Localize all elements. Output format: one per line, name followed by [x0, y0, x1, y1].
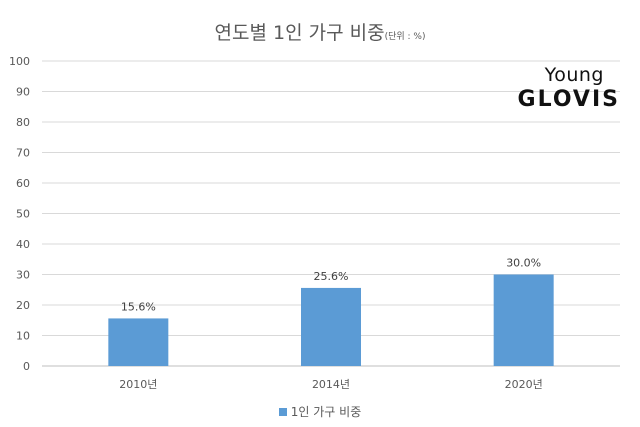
- y-tick-label: 100: [9, 55, 30, 68]
- brand-logo-line1: Young: [544, 64, 604, 86]
- y-tick-label: 90: [16, 86, 30, 99]
- y-tick-label: 80: [16, 116, 30, 129]
- data-label: 30.0%: [506, 257, 541, 270]
- chart-unit: (단위 : %): [384, 32, 426, 42]
- chart-title: 연도별 1인 가구 비중(단위 : %): [0, 18, 640, 45]
- x-tick-label: 2010년: [119, 378, 157, 391]
- bar: [493, 274, 554, 366]
- y-tick-label: 40: [16, 238, 30, 251]
- data-label: 25.6%: [314, 270, 349, 283]
- data-label: 15.6%: [121, 300, 156, 313]
- x-tick-label: 2020년: [505, 378, 543, 391]
- legend-label: 1인 가구 비중: [290, 405, 362, 419]
- y-tick-label: 10: [16, 330, 30, 343]
- y-tick-label: 60: [16, 177, 30, 190]
- y-tick-label: 30: [16, 269, 30, 282]
- bar: [108, 318, 169, 366]
- y-tick-label: 70: [16, 147, 30, 160]
- bar: [301, 287, 361, 366]
- legend-swatch: [278, 407, 287, 416]
- chart-title-text: 연도별 1인 가구 비중: [214, 22, 385, 44]
- brand-logo-line2: GLOVIS: [517, 87, 620, 112]
- legend: 1인 가구 비중: [0, 403, 640, 420]
- brand-logo: Young GLOVIS: [518, 66, 620, 111]
- y-tick-label: 0: [23, 360, 30, 373]
- y-tick-label: 50: [16, 208, 30, 221]
- y-tick-label: 20: [16, 299, 30, 312]
- x-tick-label: 2014년: [312, 378, 350, 391]
